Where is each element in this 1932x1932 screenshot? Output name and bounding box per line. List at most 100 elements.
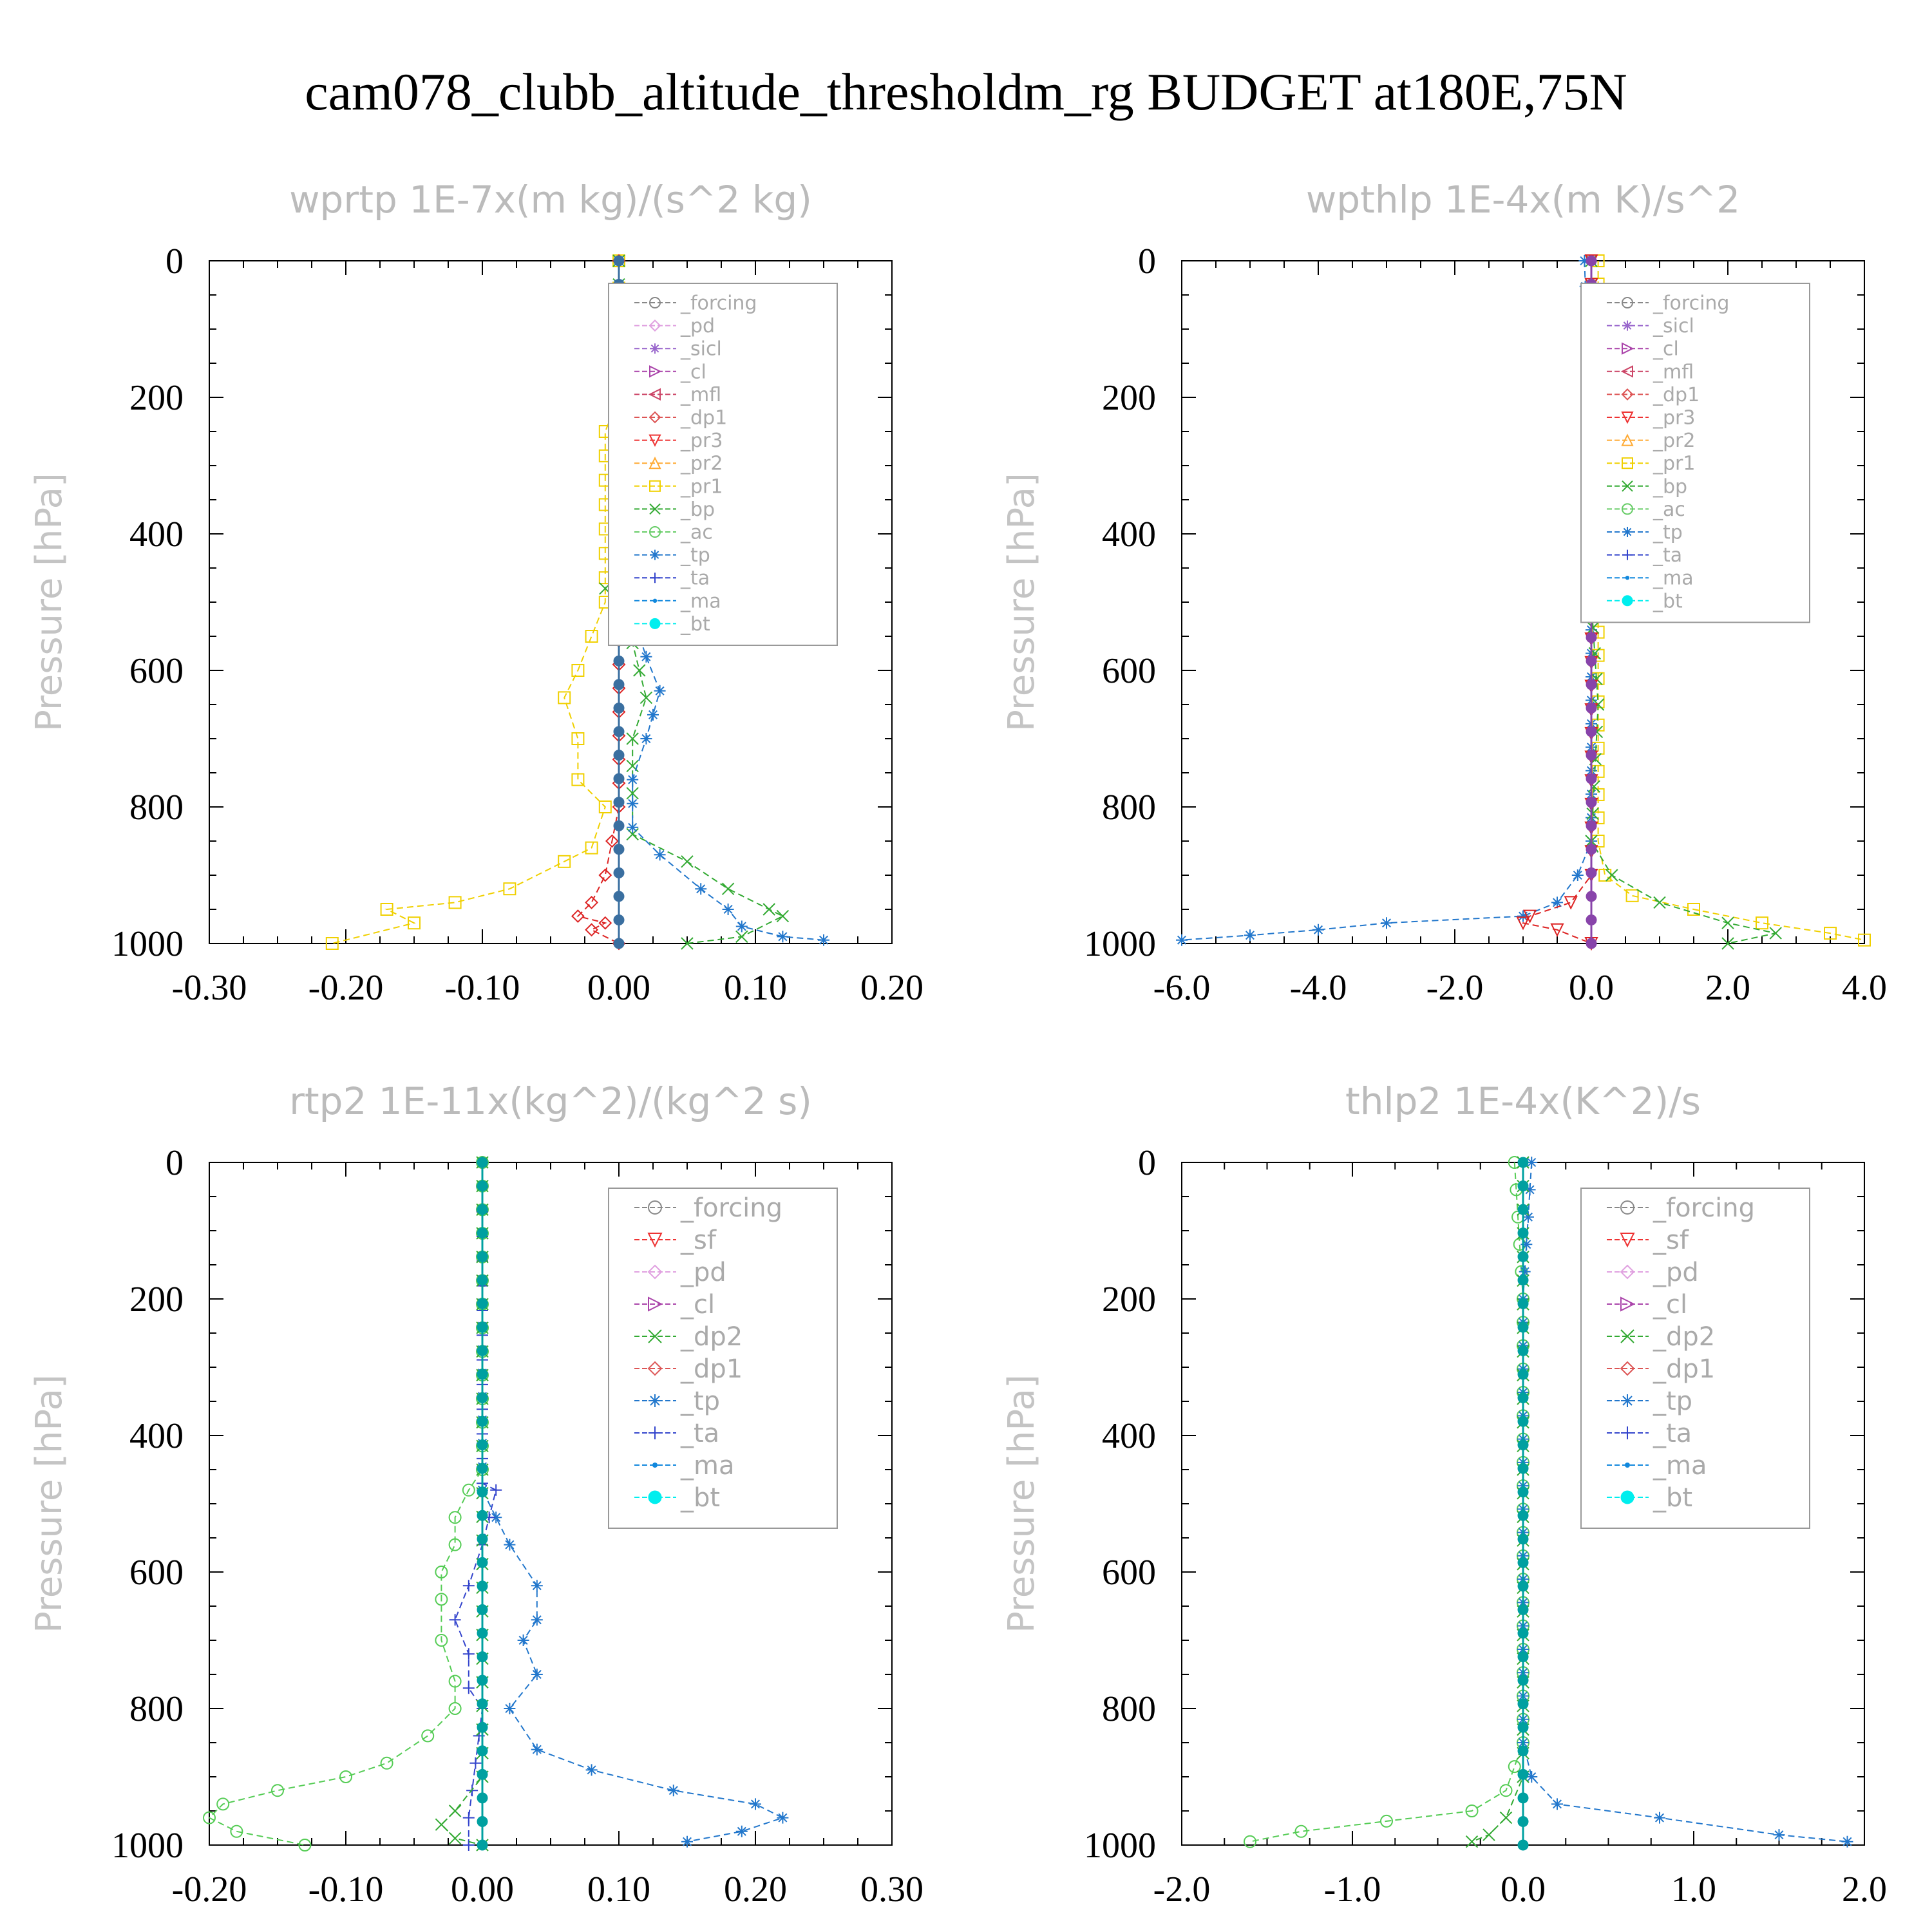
data-point [490,1511,502,1524]
legend-marker [1621,1426,1634,1439]
data-point [750,1798,761,1810]
x-tick-label: -0.20 [172,1870,247,1909]
x-tick-label: -0.10 [308,1870,384,1909]
data-point [1598,869,1612,882]
legend-label: _ma [680,1451,734,1481]
data-point [1517,1227,1529,1239]
data-point [585,841,598,855]
data-point [558,855,571,868]
x-tick-label: 0.20 [860,968,923,1008]
data-point [1517,1486,1529,1498]
y-tick-label: 1000 [111,924,184,964]
data-point [380,903,393,916]
y-tick-label: 1000 [111,1826,184,1866]
x-tick-label: 0.0 [1501,1870,1546,1909]
y-axis-label: Pressure [hPa] [28,473,70,732]
data-point [531,1614,543,1626]
data-point [1522,909,1537,923]
data-point [1517,1557,1529,1568]
data-point [477,1157,488,1168]
legend-marker [1622,549,1633,560]
data-point [1586,844,1597,855]
data-point [1294,1824,1308,1838]
legend-label: _cl [1653,1290,1687,1320]
data-point [1654,1812,1665,1824]
data-point [776,909,790,923]
x-tick-label: 1.0 [1671,1870,1716,1909]
data-point [613,655,625,667]
data-point [1591,835,1605,848]
data-point [531,1743,543,1756]
data-point [735,920,748,933]
y-axis-label: Pressure [hPa] [1001,473,1043,732]
x-tick-label: -4.0 [1290,968,1347,1008]
legend-label: _mfl [680,384,721,406]
data-point [1571,869,1584,881]
legend-label: _dp2 [680,1322,743,1352]
legend-label: _sicl [680,338,722,361]
x-tick-label: -2.0 [1153,1870,1211,1909]
data-point [477,1698,488,1710]
data-point [647,708,659,721]
data-point [1517,1745,1529,1757]
legend-marker [1622,297,1633,308]
legend-label: _bt [680,613,710,636]
series-pr1 [325,254,625,950]
legend: _forcing _sf _pd _cl_dp2_dp1 _tp _ta _ma_bt [1580,1188,1810,1529]
data-point [477,1416,488,1427]
legend-marker [649,365,662,378]
data-point [1586,679,1597,690]
data-point [1605,869,1618,882]
legend-label: _tp [1653,522,1683,544]
legend-marker [1620,1490,1634,1504]
data-point [1517,1392,1529,1404]
x-tick-label: 0.0 [1569,968,1614,1008]
data-point [613,867,625,878]
data-point [627,821,639,833]
data-point [1517,1368,1529,1380]
data-point [1517,1533,1529,1545]
legend-marker [1622,595,1633,607]
data-point [721,882,735,895]
x-tick-label: -0.30 [172,968,247,1008]
data-point [448,896,462,909]
legend-label: _mfl [1653,361,1694,383]
y-tick-label: 800 [1102,788,1156,828]
legend-label: _tp [1653,1387,1692,1416]
legend-label: _ta [1653,544,1682,567]
data-point [1522,1211,1534,1223]
data-point [477,1745,488,1757]
data-point [477,1345,488,1356]
data-point [1586,914,1597,925]
legend-label: _dp1 [680,1354,743,1384]
data-point [585,630,598,643]
legend-label: _pr1 [1653,453,1695,475]
data-point [626,732,639,745]
x-tick-label: 2.0 [1842,1870,1887,1909]
x-tick-label: 2.0 [1705,968,1750,1008]
data-point [598,916,612,930]
data-point [469,1757,482,1769]
data-point [1586,632,1597,643]
y-tick-label: 800 [129,1689,184,1729]
data-point [613,679,625,690]
y-tick-label: 600 [129,651,184,691]
legend-label: _ac [680,522,713,544]
data-point [571,773,585,786]
data-point [613,797,625,808]
y-tick-label: 400 [129,515,184,554]
data-point [408,916,421,930]
x-tick-label: 4.0 [1842,968,1887,1008]
data-point [477,1463,488,1474]
x-tick-label: 0.10 [724,968,787,1008]
data-point [531,1669,543,1680]
data-point [1482,1828,1495,1841]
data-point [448,1832,462,1845]
data-point [477,1227,488,1239]
data-point [448,1804,462,1817]
panel-title: wpthlp 1E-4x(m K)/s^2 [1306,178,1740,222]
data-point [462,1682,475,1694]
data-point [477,1274,488,1286]
data-point [1586,891,1597,902]
legend-label: _ma [1653,567,1694,590]
